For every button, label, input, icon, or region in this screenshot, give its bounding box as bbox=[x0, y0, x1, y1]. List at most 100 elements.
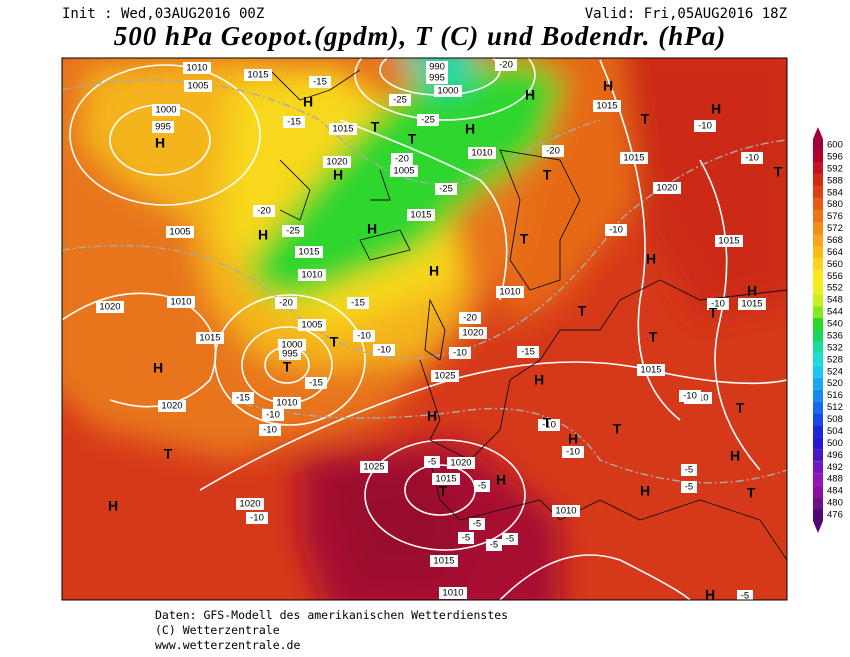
isobar-label-box bbox=[620, 152, 648, 164]
colorbar-label: 524 bbox=[827, 366, 843, 377]
temperature-label-box bbox=[309, 76, 331, 88]
isobar-label: 995 bbox=[155, 122, 171, 133]
temperature-label-box bbox=[542, 145, 564, 157]
colorbar-cell bbox=[813, 461, 823, 474]
isobar-label: 1010 bbox=[301, 270, 322, 281]
pressure-center: H bbox=[646, 251, 656, 267]
temperature-label: -5 bbox=[685, 465, 693, 476]
pressure-center: T bbox=[641, 111, 650, 127]
colorbar-label: 548 bbox=[827, 295, 843, 306]
isobar-label: 995 bbox=[429, 73, 445, 84]
temperature-label: -15 bbox=[309, 378, 323, 389]
temperature-label: -20 bbox=[546, 146, 560, 157]
isobar-label-box bbox=[434, 85, 462, 97]
temperature-label: -15 bbox=[313, 77, 327, 88]
pressure-center: H bbox=[153, 360, 163, 376]
pressure-center: H bbox=[427, 408, 437, 424]
isobar-label: 1010 bbox=[499, 287, 520, 298]
colorbar-label: 520 bbox=[827, 378, 843, 389]
pressure-center: T bbox=[520, 231, 529, 247]
colorbar-cell bbox=[813, 186, 823, 199]
temperature-label: -5 bbox=[473, 519, 481, 530]
isobar-label: 1020 bbox=[656, 183, 677, 194]
colorbar-cell bbox=[813, 210, 823, 223]
temperature-label-box bbox=[486, 539, 502, 551]
colorbar-label: 488 bbox=[827, 474, 843, 485]
pressure-center: T bbox=[613, 421, 622, 437]
colorbar-label: 576 bbox=[827, 211, 843, 222]
pressure-center: T bbox=[408, 131, 417, 147]
isobar-label-box bbox=[738, 298, 766, 310]
colorbar-cell bbox=[813, 425, 823, 438]
temperature-label-box bbox=[373, 344, 395, 356]
valid-time: Valid: Fri,05AUG2016 18Z bbox=[585, 6, 787, 22]
temperature-label: -5 bbox=[490, 540, 498, 551]
pressure-center: H bbox=[711, 101, 721, 117]
colorbar-label: 516 bbox=[827, 390, 843, 401]
temperature-label-box bbox=[347, 297, 369, 309]
pressure-center: H bbox=[496, 472, 506, 488]
isobar-label-box bbox=[430, 555, 458, 567]
temperature-label-box bbox=[469, 518, 485, 530]
isobar-label-box bbox=[183, 62, 211, 74]
colorbar-cell bbox=[813, 413, 823, 426]
temperature-label: -15 bbox=[236, 393, 250, 404]
temperature-label: -25 bbox=[439, 184, 453, 195]
temperature-label-box bbox=[474, 480, 490, 492]
pressure-center: T bbox=[747, 485, 756, 501]
pressure-center: T bbox=[439, 483, 448, 499]
temperature-label: -20 bbox=[499, 60, 513, 71]
pressure-center: T bbox=[371, 119, 380, 135]
colorbar-cell bbox=[813, 497, 823, 510]
isobar-label-box bbox=[459, 327, 487, 339]
map-title: 500 hPa Geopot.(gpdm), T (C) und Bodendr… bbox=[114, 21, 727, 51]
isobar-label: 1015 bbox=[298, 247, 319, 258]
colorbar-cell bbox=[813, 139, 823, 151]
temperature-label: -5 bbox=[741, 591, 749, 602]
colorbar-cell bbox=[813, 437, 823, 450]
pressure-center: H bbox=[258, 227, 268, 243]
isobar-label: 1025 bbox=[363, 462, 384, 473]
colorbar-cell bbox=[813, 270, 823, 283]
isobar-label-box bbox=[432, 473, 460, 485]
colorbar-cell bbox=[813, 389, 823, 402]
isobar-label: 1010 bbox=[555, 506, 576, 517]
colorbar-label: 596 bbox=[827, 151, 843, 162]
pressure-center: H bbox=[640, 483, 650, 499]
temperature-label-box bbox=[459, 312, 481, 324]
temperature-label: -5 bbox=[685, 482, 693, 493]
temperature-label: -10 bbox=[250, 513, 264, 524]
colorbar-label: 504 bbox=[827, 426, 843, 437]
colorbar-label: 492 bbox=[827, 462, 843, 473]
colorbar-label: 572 bbox=[827, 223, 843, 234]
colorbar-cell bbox=[813, 401, 823, 414]
temperature-label-box bbox=[389, 94, 411, 106]
colorbar-cell bbox=[813, 353, 823, 366]
isobar-label: 1015 bbox=[640, 365, 661, 376]
map-area: 1010101510051000995990995100010151020100… bbox=[62, 58, 787, 602]
temperature-label: -10 bbox=[711, 299, 725, 310]
isobar-label: 1015 bbox=[435, 474, 456, 485]
temperature-label: -5 bbox=[428, 457, 436, 468]
colorbar-cell bbox=[813, 485, 823, 498]
isobar-label-box bbox=[637, 364, 665, 376]
isobar-label-box bbox=[273, 397, 301, 409]
colorbar-label: 496 bbox=[827, 450, 843, 461]
colorbar-cell bbox=[813, 246, 823, 259]
colorbar-label: 480 bbox=[827, 498, 843, 509]
isobar-label-box bbox=[279, 348, 301, 360]
colorbar-label: 536 bbox=[827, 330, 843, 341]
pressure-center: H bbox=[465, 121, 475, 137]
footer-line: www.wetterzentrale.de bbox=[155, 638, 300, 652]
isobar-label: 1020 bbox=[161, 401, 182, 412]
pressure-center: T bbox=[543, 167, 552, 183]
temperature-label: -15 bbox=[351, 298, 365, 309]
isobar-label-box bbox=[196, 332, 224, 344]
colorbar-cell bbox=[813, 174, 823, 187]
temperature-label-box bbox=[741, 152, 763, 164]
isobar-label-box bbox=[329, 123, 357, 135]
isobar-label-box bbox=[715, 235, 743, 247]
temperature-label-box bbox=[275, 297, 297, 309]
isobar-label: 1015 bbox=[718, 236, 739, 247]
temperature-label-box bbox=[605, 224, 627, 236]
